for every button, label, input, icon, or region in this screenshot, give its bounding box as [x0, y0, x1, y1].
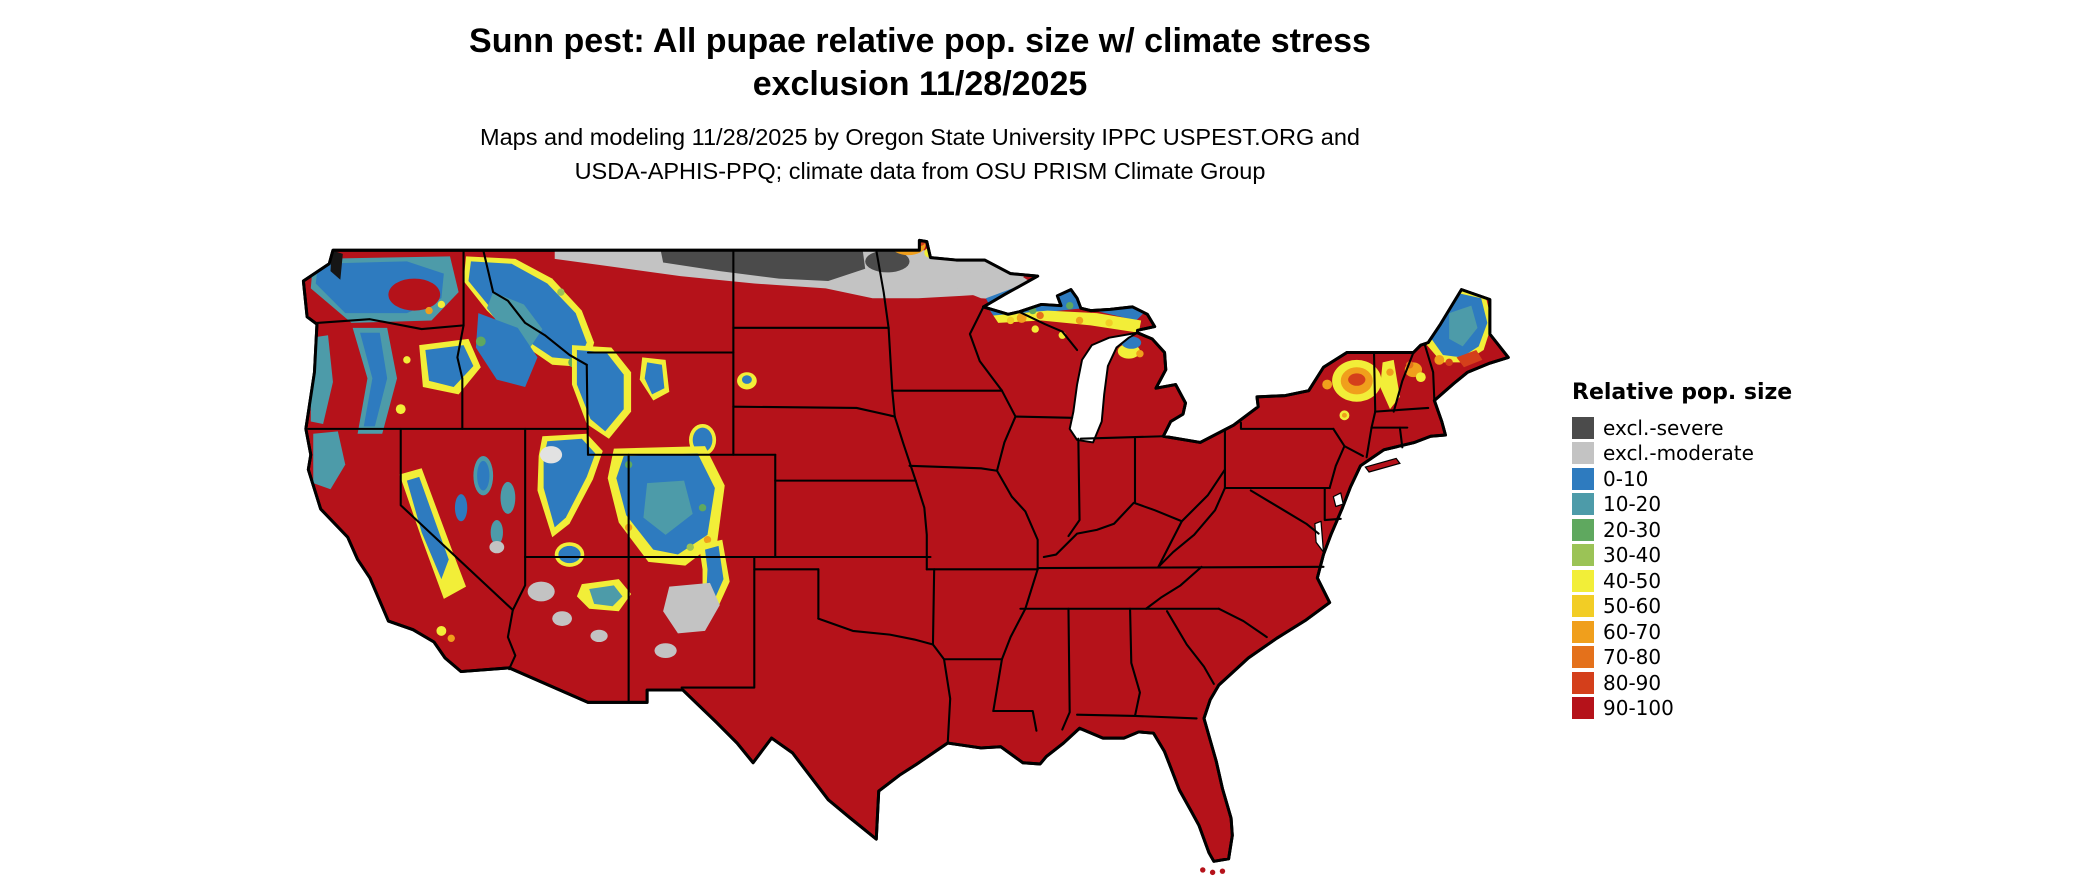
legend-color-swatch [1572, 544, 1594, 567]
raster-patches-black-hills [737, 372, 757, 390]
legend-title: Relative pop. size [1572, 380, 1793, 405]
legend-row: excl.-severe [1572, 415, 1872, 441]
legend-color-swatch [1572, 467, 1594, 490]
legend-row: 40-50 [1572, 568, 1872, 594]
legend-row: 50-60 [1572, 594, 1872, 620]
legend-color-swatch [1572, 697, 1594, 720]
florida-keys [1200, 867, 1226, 876]
us-map [301, 238, 1510, 876]
raster-patches-northern-rockies [463, 256, 595, 387]
legend-rows: excl.-severe excl.-moderate 0-10 10-20 2… [1572, 415, 1872, 721]
state-borders [307, 249, 1436, 745]
map-subtitle-line2: USDA-APHIS-PPQ; climate data from OSU PR… [574, 158, 1266, 184]
legend-row: 60-70 [1572, 619, 1872, 645]
legend-color-swatch [1572, 671, 1594, 694]
lake-michigan [1068, 331, 1139, 444]
legend-row-label: 90-100 [1603, 696, 1674, 721]
legend-row: excl.-moderate [1572, 441, 1872, 467]
legend: Relative pop. size excl.-severe excl.-mo… [1572, 380, 1872, 721]
legend-row-label: 70-80 [1603, 645, 1662, 670]
legend-row-label: 50-60 [1603, 594, 1662, 619]
raster-patches-california-nevada [313, 431, 516, 643]
legend-color-swatch [1572, 518, 1594, 541]
legend-color-swatch [1572, 493, 1594, 516]
map-subtitle-line1: Maps and modeling 11/28/2025 by Oregon S… [480, 124, 1360, 150]
map-title: Sunn pest: All pupae relative pop. size … [0, 20, 1840, 106]
legend-row-label: 20-30 [1603, 517, 1662, 542]
legend-row-label: 10-20 [1603, 492, 1662, 517]
legend-row-label: excl.-moderate [1603, 441, 1754, 466]
map-subtitle: Maps and modeling 11/28/2025 by Oregon S… [0, 120, 1840, 188]
legend-row-label: excl.-severe [1603, 415, 1724, 440]
legend-row: 10-20 [1572, 492, 1872, 518]
legend-row: 20-30 [1572, 517, 1872, 543]
us-map-figure [296, 224, 1528, 890]
legend-row: 0-10 [1572, 466, 1872, 492]
raster-patches-northern-exclusion-band [554, 240, 1033, 301]
legend-color-swatch [1572, 595, 1594, 618]
puget-sound-water [330, 250, 343, 280]
raster-patches-colorado-newmexico [576, 446, 730, 612]
legend-row: 70-80 [1572, 645, 1872, 671]
legend-row-label: 80-90 [1603, 670, 1662, 695]
legend-color-swatch [1572, 416, 1594, 439]
legend-row: 30-40 [1572, 543, 1872, 569]
legend-color-swatch [1572, 646, 1594, 669]
raster-patches-exclusion-southwest [527, 581, 720, 659]
legend-row-label: 30-40 [1603, 543, 1662, 568]
map-title-line2: exclusion 11/28/2025 [752, 65, 1088, 103]
legend-row: 80-90 [1572, 670, 1872, 696]
long-island [1364, 457, 1401, 473]
raster-patches-pacific-northwest [310, 256, 481, 434]
legend-row-label: 0-10 [1603, 466, 1649, 491]
offshore-features [1200, 457, 1401, 876]
legend-row: 90-100 [1572, 696, 1872, 722]
legend-color-swatch [1572, 620, 1594, 643]
legend-row-label: 40-50 [1603, 568, 1662, 593]
map-title-line1: Sunn pest: All pupae relative pop. size … [469, 22, 1371, 60]
legend-color-swatch [1572, 442, 1594, 465]
great-salt-lake [539, 446, 563, 464]
legend-row-label: 60-70 [1603, 619, 1662, 644]
legend-color-swatch [1572, 569, 1594, 592]
